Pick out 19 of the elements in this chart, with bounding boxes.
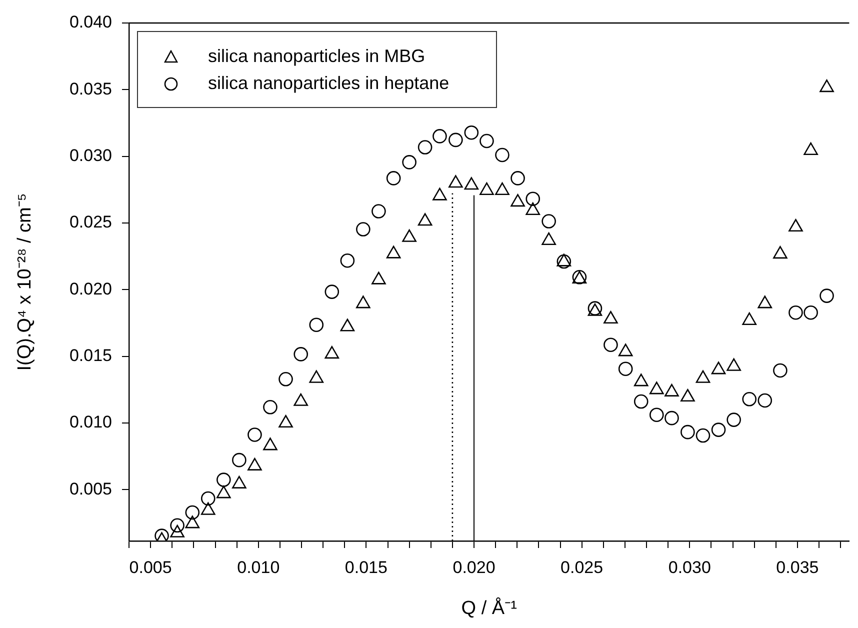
y-tick-label: 0.015: [69, 346, 112, 366]
x-tick-label: 0.030: [668, 558, 711, 577]
y-tick-label: 0.005: [69, 479, 112, 498]
legend-label: silica nanoparticles in MBG: [208, 46, 426, 67]
y-tick-label: 0.030: [69, 146, 112, 166]
x-tick-label: 0.025: [560, 558, 604, 577]
x-tick-label: 0.005: [129, 558, 172, 577]
y-tick-label: 0.025: [69, 212, 112, 232]
y-tick-label: 0.035: [69, 79, 112, 98]
x-axis-title: Q / Å⁻¹: [461, 596, 517, 619]
x-tick-label: 0.015: [344, 558, 388, 577]
y-tick-label: 0.010: [69, 412, 112, 432]
y-tick-label: 0.020: [69, 279, 112, 298]
y-axis-title: I(Q).Q⁴ x 10⁻²⁸ / cm⁻⁵: [14, 193, 36, 371]
x-tick-label: 0.035: [776, 558, 819, 577]
x-tick-label: 0.020: [452, 558, 496, 577]
x-tick-label: 0.010: [237, 558, 280, 577]
legend-label: silica nanoparticles in heptane: [208, 73, 450, 94]
y-tick-label: 0.040: [69, 12, 112, 32]
